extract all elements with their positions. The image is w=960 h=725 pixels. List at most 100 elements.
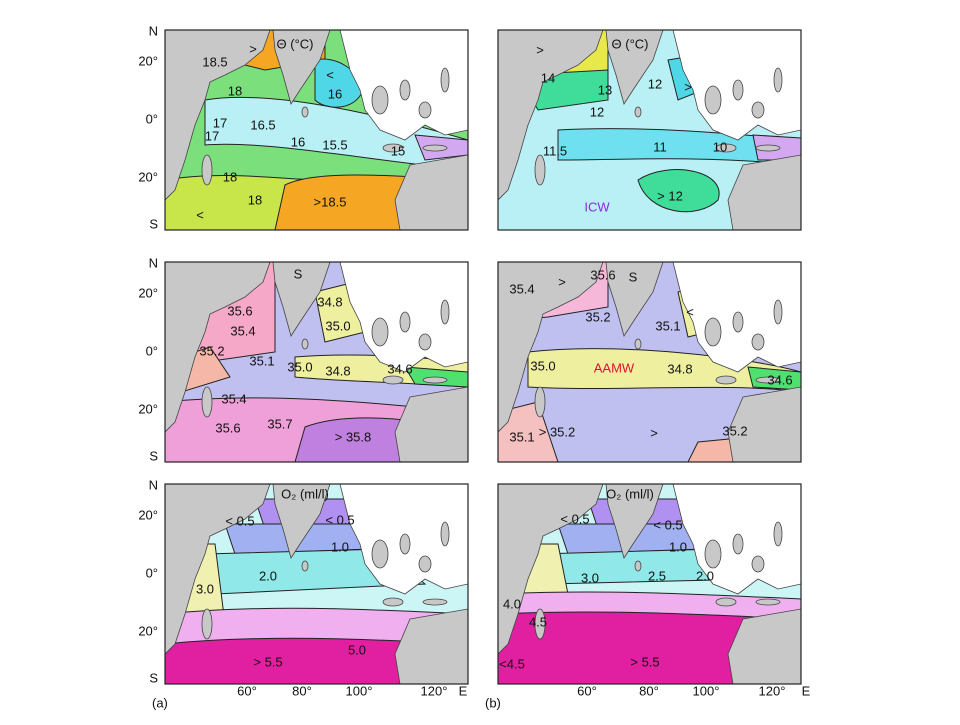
contour-label: < 0.5 [325, 512, 354, 527]
contour-label: 13 [598, 82, 612, 97]
latitude-label: 0° [146, 565, 158, 580]
land [727, 154, 801, 230]
contour-label: 35.0 [325, 318, 350, 333]
island [399, 79, 411, 101]
contour-label: < 0.5 [653, 517, 682, 532]
latitude-label: N [149, 477, 158, 492]
panel-title: S [294, 266, 303, 281]
contour-label: > 5.5 [630, 654, 659, 669]
sri-lanka [301, 338, 309, 350]
contour-label: < 0.5 [560, 511, 589, 526]
island [732, 311, 744, 333]
contour-label: < [326, 67, 334, 82]
latitude-label: S [149, 448, 158, 463]
contour-label: 34.6 [387, 361, 412, 376]
longitude-label: 100° [346, 683, 373, 698]
contour-label: > 35.2 [539, 424, 576, 439]
land [165, 484, 271, 655]
panel-title: Θ (°C) [612, 36, 649, 51]
island [755, 376, 781, 384]
land [727, 608, 801, 684]
latitude-label: N [149, 255, 158, 270]
latitude-label: 0° [146, 111, 158, 126]
island [418, 555, 432, 573]
island [382, 143, 404, 153]
contour-label: 35.2 [199, 343, 224, 358]
contour-label: 12 [590, 104, 604, 119]
contour-label: 35.6 [227, 303, 252, 318]
contour-label: < 0.5 [225, 513, 254, 528]
contour-label: 17 [205, 128, 219, 143]
map-fill [498, 484, 801, 684]
contour-label: > [650, 425, 658, 440]
island [704, 85, 722, 115]
latitude-label: 20° [138, 507, 158, 522]
contour-label: > 35.8 [335, 429, 372, 444]
contour-region [204, 96, 468, 171]
madagascar [534, 608, 546, 640]
contour-label: 5.0 [348, 642, 366, 657]
island [755, 598, 781, 606]
madagascar [201, 386, 213, 418]
latitude-label: 20° [138, 285, 158, 300]
contour-label: 35.2 [722, 423, 747, 438]
island [382, 597, 404, 607]
contour-label: 4.5 [529, 614, 547, 629]
contour-label: 1.0 [669, 539, 687, 554]
contour-label: 17 [213, 115, 227, 130]
contour-label: 15 [391, 143, 405, 158]
sri-lanka [634, 106, 642, 118]
contour-label: >18.5 [314, 194, 347, 209]
island [755, 144, 781, 152]
contour-label: 35.2 [585, 309, 610, 324]
madagascar [534, 154, 546, 186]
contour-label: 3.0 [196, 581, 214, 596]
contour-label: 35.4 [230, 323, 255, 338]
map-fill [165, 262, 468, 462]
panel-border [164, 483, 469, 685]
contour-label: 35.1 [509, 429, 534, 444]
island [418, 101, 432, 119]
contour-label: 16 [291, 134, 305, 149]
panel-border [164, 261, 469, 463]
latitude-label: 20° [138, 169, 158, 184]
contour-label: 3.0 [581, 570, 599, 585]
contour-label: 10 [713, 139, 727, 154]
island [715, 143, 737, 153]
sri-lanka [634, 338, 642, 350]
contour-label: 2.0 [259, 568, 277, 583]
contour-label: 18 [248, 192, 262, 207]
contour-label: 35.0 [530, 358, 555, 373]
land [272, 484, 331, 559]
sri-lanka [301, 106, 309, 118]
contour-label: 18.5 [202, 54, 227, 69]
island [422, 144, 448, 152]
contour-label: < [686, 304, 694, 319]
contour-label: 12 [648, 76, 662, 91]
contour-label: 35.6 [215, 420, 240, 435]
contour-label: > [684, 79, 692, 94]
map-fill [498, 262, 801, 462]
island [751, 101, 765, 119]
latitude-label: 0° [146, 343, 158, 358]
island [751, 555, 765, 573]
contour-label: 11 [653, 139, 667, 154]
contour-label: 35.4 [221, 391, 246, 406]
land [605, 484, 664, 559]
island [732, 533, 744, 555]
island [399, 533, 411, 555]
contour-label: 34.6 [767, 372, 792, 387]
latitude-label: 20° [138, 401, 158, 416]
panel-border [497, 483, 802, 685]
island [371, 317, 389, 347]
land [394, 386, 468, 462]
contour-label: > [536, 42, 544, 57]
longitude-label: 120° [759, 683, 786, 698]
contour-label: 11.5 [543, 143, 567, 158]
map-fill [165, 30, 468, 230]
island [773, 67, 783, 93]
contour-label: 14 [541, 70, 555, 85]
contour-label: 34.8 [325, 363, 350, 378]
